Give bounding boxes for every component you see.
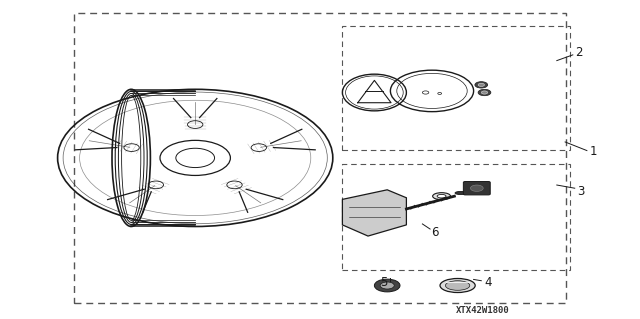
Text: 5: 5 — [380, 276, 388, 289]
Text: 2: 2 — [575, 46, 583, 59]
Bar — [342, 26, 570, 150]
Polygon shape — [342, 190, 406, 236]
Ellipse shape — [440, 278, 475, 293]
Circle shape — [475, 82, 488, 88]
Circle shape — [481, 91, 488, 94]
Text: XTX42W1800: XTX42W1800 — [456, 306, 510, 315]
Circle shape — [478, 89, 491, 96]
Text: 1: 1 — [590, 145, 598, 158]
Circle shape — [374, 279, 400, 292]
Text: 3: 3 — [577, 185, 585, 198]
Bar — [342, 164, 570, 270]
Text: 6: 6 — [431, 226, 439, 239]
Ellipse shape — [433, 193, 451, 200]
Ellipse shape — [437, 194, 446, 198]
Text: 4: 4 — [484, 276, 492, 289]
Ellipse shape — [455, 191, 467, 195]
Ellipse shape — [445, 281, 470, 290]
Circle shape — [478, 83, 484, 86]
FancyBboxPatch shape — [463, 182, 490, 195]
Circle shape — [470, 185, 483, 191]
Circle shape — [380, 282, 394, 289]
Bar — [74, 13, 566, 303]
